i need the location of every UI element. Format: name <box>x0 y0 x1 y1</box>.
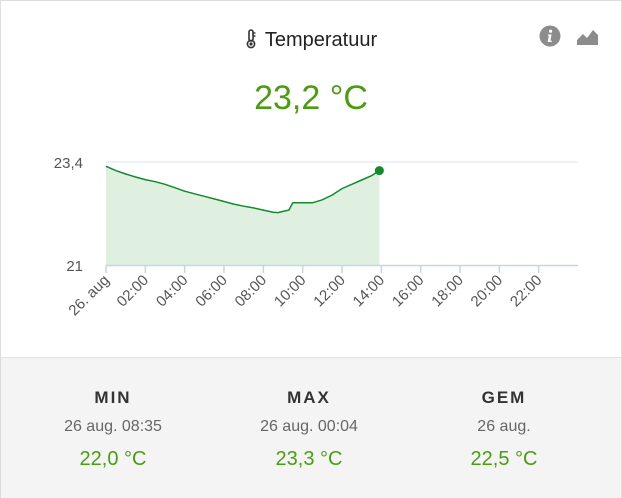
area-graph-icon[interactable] <box>577 25 599 47</box>
stat-label: MIN <box>94 388 132 407</box>
x-tick-label: 20:00 <box>468 272 507 311</box>
last-value-point <box>374 166 384 176</box>
stat-date: 26 aug. <box>477 418 531 435</box>
stat-date: 26 aug. 08:35 <box>64 418 162 435</box>
stat-max: MAX 26 aug. 00:04 23,3 °C <box>209 358 409 471</box>
stat-value: 22,5 °C <box>470 448 538 470</box>
x-tick-label: 26. aug <box>65 272 112 319</box>
stat-min: MIN 26 aug. 08:35 22,0 °C <box>13 358 213 471</box>
stat-date: 26 aug. 00:04 <box>260 418 358 435</box>
x-tick-label: 22:00 <box>507 272 546 311</box>
y-tick-label: 21 <box>66 258 83 275</box>
stat-value: 23,3 °C <box>275 448 343 470</box>
temperature-chart: 23,421 26. aug 02:00 04:00 06:00 08:00 10:00 1… <box>54 155 578 319</box>
x-tick-label: 04:00 <box>153 272 192 311</box>
card-title: Temperatuur <box>264 29 378 51</box>
x-tick-label: 02:00 <box>114 272 153 311</box>
temperature-line <box>105 165 380 214</box>
x-tick-label: 18:00 <box>428 272 467 311</box>
stat-average: GEM 26 aug. 22,5 °C <box>404 358 604 471</box>
current-temperature: 23,2 °C <box>254 79 368 117</box>
card-header: Temperatuur <box>1 29 621 55</box>
x-tick-label: 10:00 <box>271 272 310 311</box>
info-icon[interactable] <box>539 25 561 47</box>
y-tick-label: 23,4 <box>54 155 83 172</box>
stat-label: GEM <box>481 388 527 407</box>
x-tick-label: 16:00 <box>389 272 428 311</box>
stat-label: MAX <box>287 388 331 407</box>
stats-panel: MIN 26 aug. 08:35 22,0 °C MAX 26 aug. 00… <box>1 357 621 498</box>
x-tick-label: 12:00 <box>310 272 349 311</box>
x-tick-label: 14:00 <box>350 272 389 311</box>
x-tick-label: 06:00 <box>192 272 231 311</box>
stat-value: 22,0 °C <box>79 448 147 470</box>
thermometer-icon <box>245 29 257 55</box>
temperature-area <box>106 166 380 265</box>
x-tick-label: 08:00 <box>232 272 271 311</box>
